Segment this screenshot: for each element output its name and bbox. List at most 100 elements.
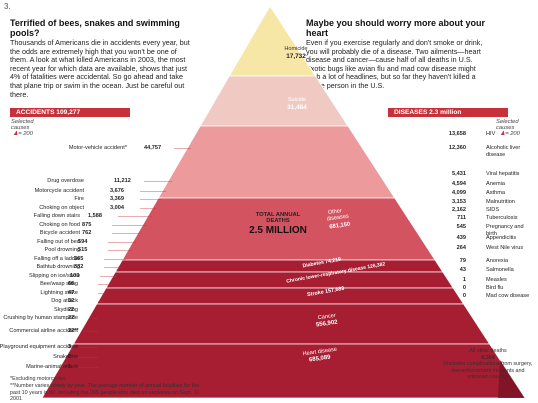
cancer-value: 556,902	[316, 319, 339, 328]
accident-label: Crushing by human stampede	[3, 315, 78, 321]
person-icon: ♟	[500, 131, 506, 137]
accident-label: Marine-animal attack	[26, 364, 78, 370]
accident-label: Motorcycle accident	[34, 188, 84, 194]
accident-row: Crushing by human stampede 22	[0, 315, 200, 322]
accidents-scale-label: ♟= 200	[13, 131, 33, 137]
disease-label: Mad cow disease	[486, 293, 530, 299]
disease-label: SIDS	[486, 207, 500, 213]
accident-value: 22	[68, 307, 75, 313]
accident-row: Pool drowning 515	[0, 247, 200, 254]
disease-value: 711	[456, 215, 466, 221]
footnote-number-varies: **Number varies widely by year. The aver…	[10, 383, 201, 403]
right-body: Even if you exercise regularly and don't…	[306, 38, 483, 90]
accident-value: 11,212	[114, 178, 131, 184]
accident-label: Bicycle accident	[39, 230, 80, 236]
other-diseases-value: 681,150	[329, 222, 351, 231]
disease-label: Asthma	[486, 190, 505, 196]
suicide-value: 31,484	[287, 104, 307, 111]
disease-row: 711 Tuberculosis	[400, 215, 536, 222]
accident-row: Drug overdose 11,212	[0, 178, 200, 185]
diseases-bar: DISEASES 2.3 million	[388, 108, 508, 117]
disease-label: HIV	[486, 131, 496, 137]
accident-row: Fire 3,369	[0, 196, 200, 203]
footnote-excluding: *Excluding motorcycles	[10, 376, 66, 382]
disease-row: 0 Mad cow disease	[400, 293, 536, 300]
all-other-block: All other deaths 8,364 (Includes complic…	[440, 348, 536, 381]
disease-value: 2,162	[452, 207, 466, 213]
accident-value: 3,369	[110, 196, 124, 202]
accident-label: Choking on object	[39, 205, 84, 211]
disease-label: Measles	[486, 277, 507, 283]
accident-value: 47	[68, 290, 75, 296]
right-heading: Maybe you should worry more about your h…	[306, 18, 486, 38]
accident-row: Snakebite 2	[0, 354, 200, 361]
accident-row: Dog attack 32	[0, 298, 200, 305]
disease-value: 0	[462, 285, 466, 291]
accident-label: Falling down stairs	[33, 213, 80, 219]
accident-value: 3,004	[110, 205, 124, 211]
disease-value: 264	[456, 245, 466, 251]
disease-row: 43 Salmonella	[400, 267, 536, 274]
accident-label: Falling out of bed	[37, 239, 80, 245]
accident-value: 1	[68, 364, 72, 370]
other-diseases-label: Other	[328, 208, 343, 216]
total-deaths-label: TOTAL ANNUAL DEATHS	[255, 212, 301, 225]
disease-label: Tuberculosis	[486, 215, 518, 221]
all-other-value: 8,364	[481, 354, 495, 361]
accident-label: Falling off a ladder	[34, 256, 80, 262]
accident-value: 3	[68, 344, 72, 350]
accident-label: Commercial airline accident	[9, 328, 78, 334]
disease-label: Anemia	[486, 181, 505, 187]
disease-value: 43	[459, 267, 466, 273]
disease-label: West Nile virus	[486, 245, 524, 251]
accident-label: Lightning strike	[40, 290, 78, 296]
accident-row: Falling down stairs 1,588	[0, 213, 200, 220]
diseases-scale-label: ♟= 200	[500, 131, 520, 137]
disease-label: Salmonella	[486, 267, 514, 273]
pyramid-tier-suicide	[199, 75, 349, 127]
disease-row: 1 Measles	[400, 277, 536, 284]
diseases-selected-label: Selected causes	[496, 119, 519, 132]
accident-label: Dog attack	[51, 298, 78, 304]
disease-row: 79 Anorexia	[400, 258, 536, 265]
pyramid-tier-homicide	[228, 5, 317, 77]
accident-row: Motor-vehicle accident* 44,757	[0, 145, 200, 152]
accident-value: 594	[78, 239, 88, 245]
accident-row: Bee/wasp sting 66	[0, 281, 200, 288]
page-number: 3.	[4, 2, 11, 11]
disease-row: 12,360 Alcoholic liver disease	[400, 145, 536, 158]
disease-label: Appendicitis	[486, 235, 517, 241]
disease-row: 5,431 Viral hepatitis	[400, 171, 536, 178]
disease-label: Bird flu	[486, 285, 504, 291]
disease-value: 13,658	[448, 131, 466, 137]
accident-label: Fire	[74, 196, 84, 202]
accident-value: 22	[68, 315, 75, 321]
disease-value: 4,594	[452, 181, 466, 187]
disease-value: 1	[462, 277, 466, 283]
accident-value: 66	[68, 281, 75, 287]
accident-row: Slipping on ice/snow 103	[0, 273, 200, 280]
accident-value: 332	[74, 264, 84, 270]
disease-value: 3,153	[452, 199, 466, 205]
accident-value: 44,757	[144, 145, 162, 151]
disease-value: 439	[456, 235, 466, 241]
disease-row: 4,099 Asthma	[400, 190, 536, 197]
disease-label: Viral hepatitis	[486, 171, 520, 177]
left-heading: Terrified of bees, snakes and swimming p…	[10, 18, 180, 38]
left-body: Thousands of Americans die in accidents …	[10, 38, 190, 99]
disease-value: 12,360	[448, 145, 466, 151]
accident-row: Bathtub drowning 332	[0, 264, 200, 271]
accident-value: 365	[74, 256, 84, 262]
accident-row: Falling off a ladder 365	[0, 256, 200, 263]
accident-label: Bathtub drowning	[36, 264, 80, 270]
disease-label: Pregnancy and birth	[486, 224, 524, 237]
accident-value: 103	[70, 273, 80, 279]
accident-row: Falling out of bed 594	[0, 239, 200, 246]
accident-label: Choking on food	[39, 222, 80, 228]
disease-value: 79	[459, 258, 466, 264]
suicide-label: Suicide	[288, 97, 306, 103]
accident-label: Motor-vehicle accident*	[68, 145, 127, 151]
all-other-note: (Includes complications from surgery, la…	[443, 361, 533, 381]
accident-row: Marine-animal attack 1	[0, 364, 200, 371]
